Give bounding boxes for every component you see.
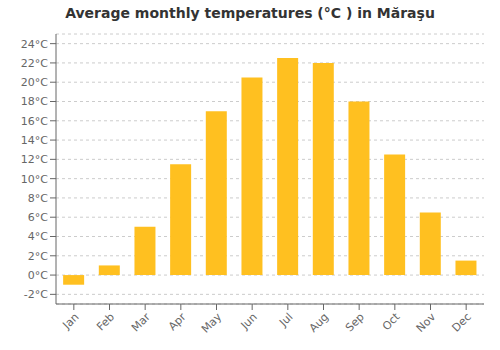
svg-text:4°C: 4°C xyxy=(28,230,48,243)
svg-text:8°C: 8°C xyxy=(28,192,48,205)
svg-text:Feb: Feb xyxy=(94,310,117,333)
svg-text:18°C: 18°C xyxy=(21,95,48,108)
svg-text:24°C: 24°C xyxy=(21,38,48,51)
svg-text:Jun: Jun xyxy=(238,310,260,332)
svg-text:0°C: 0°C xyxy=(28,269,48,282)
svg-text:Nov: Nov xyxy=(414,310,439,335)
svg-text:Dec: Dec xyxy=(450,310,474,334)
svg-text:-2°C: -2°C xyxy=(24,288,48,301)
svg-text:22°C: 22°C xyxy=(21,57,48,70)
svg-text:Sep: Sep xyxy=(343,310,367,334)
svg-text:Jul: Jul xyxy=(276,310,295,329)
svg-text:10°C: 10°C xyxy=(21,173,48,186)
svg-text:16°C: 16°C xyxy=(21,115,48,128)
svg-text:14°C: 14°C xyxy=(21,134,48,147)
svg-text:Oct: Oct xyxy=(380,310,403,333)
svg-text:2°C: 2°C xyxy=(28,250,48,263)
svg-text:12°C: 12°C xyxy=(21,153,48,166)
html-text:Average monthly temperatures (: Average monthly temperatures (°C ) in Mă… xyxy=(65,5,435,21)
svg-text:6°C: 6°C xyxy=(28,211,48,224)
svg-text:Apr: Apr xyxy=(166,310,189,333)
svg-text:Mar: Mar xyxy=(129,310,153,334)
svg-text:20°C: 20°C xyxy=(21,76,48,89)
svg-text:Jan: Jan xyxy=(60,310,82,332)
svg-text:Aug: Aug xyxy=(307,310,331,334)
svg-text:May: May xyxy=(199,310,225,336)
